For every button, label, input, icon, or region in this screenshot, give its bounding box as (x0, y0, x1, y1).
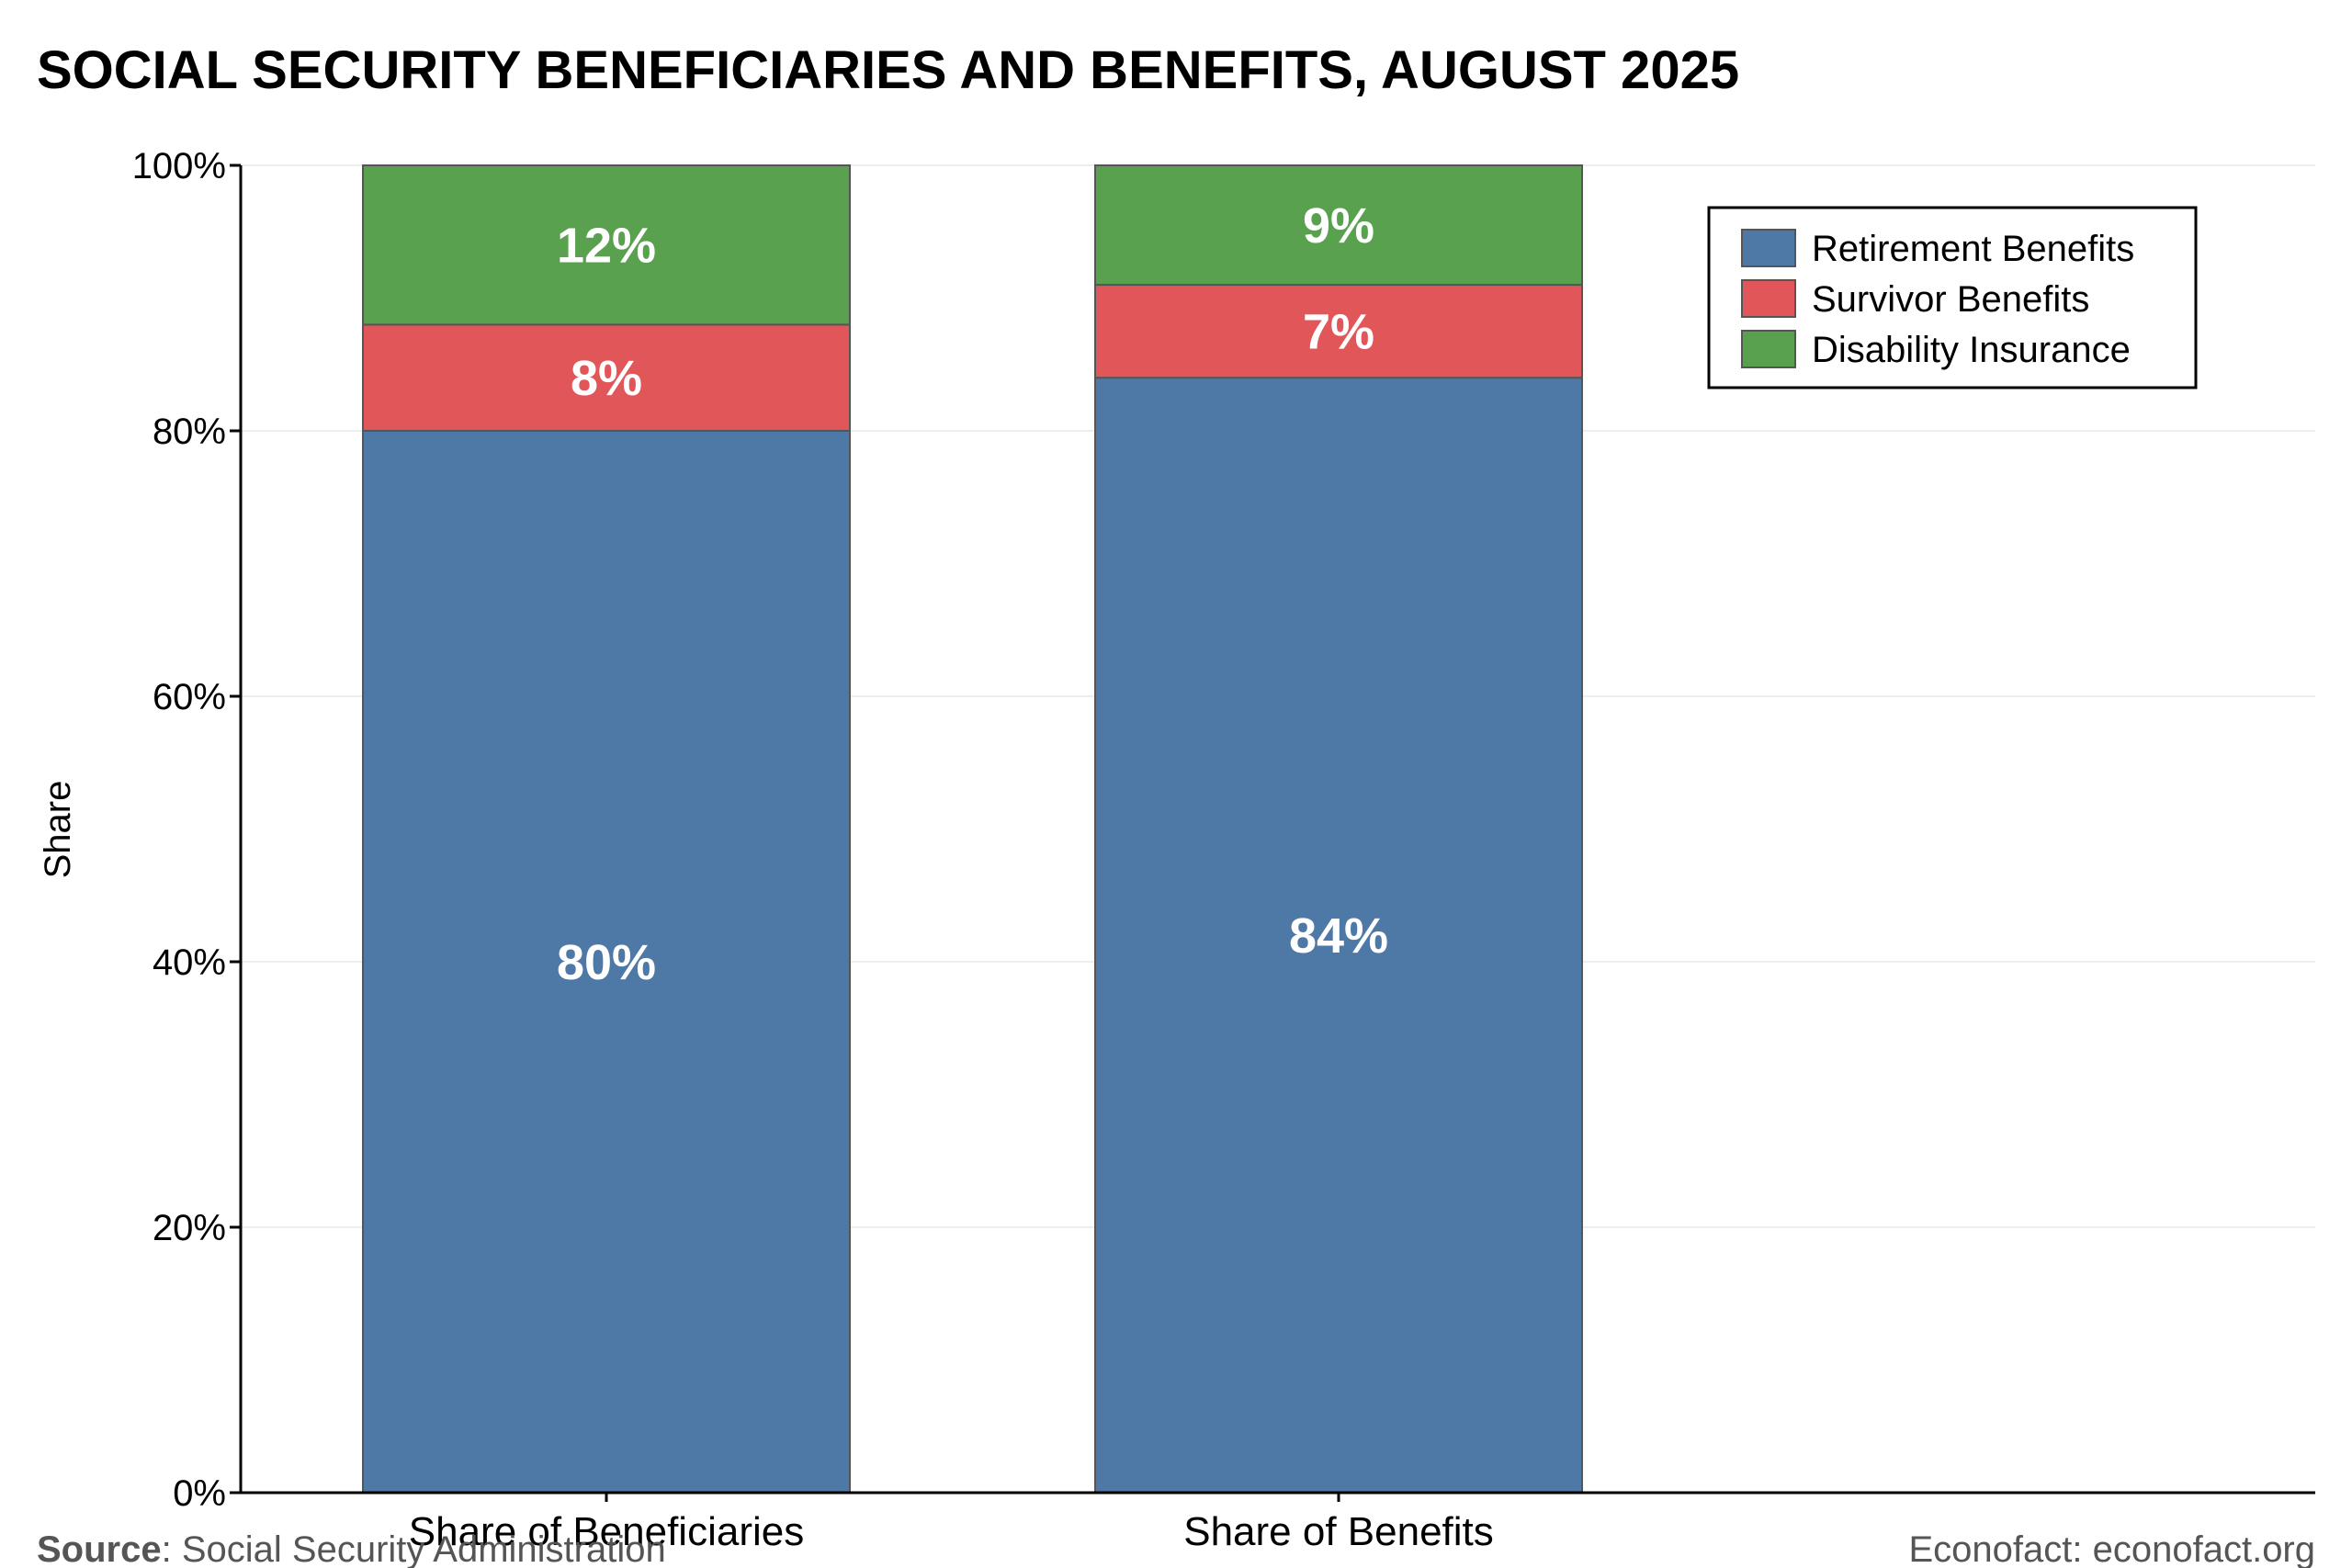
source-text: : Social Security Administration (162, 1529, 666, 1568)
bar-0-0 (362, 430, 851, 1494)
chart-title: SOCIAL SECURITY BENEFICIARIES AND BENEFI… (37, 40, 1739, 100)
source-note: Source: Social Security Administration (37, 1529, 666, 1568)
bar-0-2 (362, 164, 851, 326)
data-label-0-2: 12% (557, 219, 656, 274)
x-tick-label-0: Share of Beneficiaries (409, 1509, 804, 1554)
legend-label-0: Retirement Benefits (1812, 229, 2134, 269)
legend-swatch-1 (1741, 279, 1796, 318)
bars: 80% 8% 12% 84% 7% 9% (362, 164, 1583, 1495)
y-tick-label-2: 40% (153, 942, 226, 983)
data-label-0-0: 80% (557, 935, 656, 990)
x-tick-label-1: Share of Benefits (1183, 1509, 1494, 1554)
y-tick-label-4: 80% (153, 412, 226, 452)
data-label-1-1: 7% (1303, 305, 1374, 360)
axes (239, 165, 2315, 1495)
y-tick-label-3: 60% (153, 677, 226, 717)
y-tick-label-5: 100% (132, 146, 226, 186)
bar-1-2 (1094, 164, 1583, 287)
bar-1-0 (1094, 377, 1583, 1495)
credit: Econofact: econofact.org (1909, 1529, 2316, 1568)
data-label-1-0: 84% (1289, 908, 1388, 964)
bar-0-1 (362, 323, 851, 432)
legend-label-1: Survivor Benefits (1812, 279, 2089, 320)
source-label: Source (37, 1529, 162, 1568)
legend: Retirement Benefits Survivor Benefits Disa… (1707, 206, 2198, 389)
data-label-0-1: 8% (571, 351, 642, 406)
x-ticks: Share of Beneficiaries Share of Benefits (409, 1493, 1494, 1554)
legend-swatch-0 (1741, 229, 1796, 267)
y-ticks: 0% 20% 40% 60% 80% 100% (132, 146, 241, 1514)
y-axis-label: Share (38, 781, 78, 879)
legend-swatch-2 (1741, 330, 1796, 368)
y-tick-label-1: 20% (153, 1208, 226, 1248)
legend-label-2: Disability Insurance (1812, 330, 2131, 370)
data-label-1-2: 9% (1303, 198, 1374, 254)
y-tick-label-0: 0% (173, 1473, 226, 1514)
